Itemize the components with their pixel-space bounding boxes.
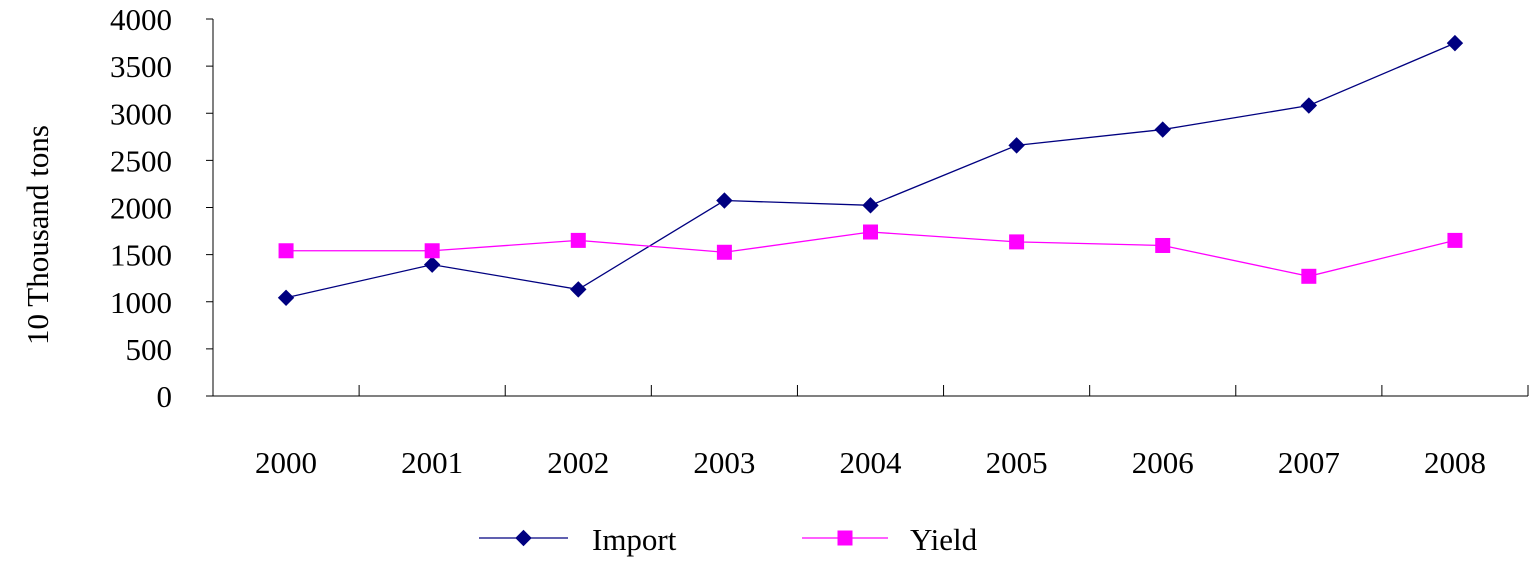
y-tick-label: 0 (157, 379, 173, 414)
x-tick-label: 2004 (840, 445, 903, 480)
data-point (570, 281, 587, 298)
y-tick-label: 4000 (110, 2, 172, 37)
data-point (863, 224, 878, 240)
x-tick-label: 2001 (401, 445, 463, 480)
data-point (1300, 97, 1318, 114)
y-tick-label: 2000 (110, 191, 172, 226)
y-tick-label: 1500 (110, 238, 172, 273)
legend-marker (837, 530, 853, 546)
legend-marker (515, 529, 532, 547)
data-point (277, 289, 295, 306)
data-point (423, 256, 441, 273)
y-tick-label: 3000 (110, 96, 172, 131)
y-axis-title: 10 Thousand tons (20, 125, 55, 345)
x-tick-label: 2003 (693, 445, 755, 480)
series-layer (277, 34, 1464, 306)
data-point (278, 243, 294, 259)
legend-label: Yield (910, 522, 978, 557)
x-tick-label: 2007 (1278, 445, 1340, 480)
data-point (716, 192, 733, 209)
y-tick-label: 1000 (110, 285, 172, 320)
data-point (1446, 34, 1464, 52)
legend-item-yield: Yield (802, 522, 978, 557)
data-point (1154, 121, 1171, 138)
data-point (424, 243, 440, 259)
data-point (1301, 268, 1317, 284)
x-tick-label: 2002 (547, 445, 609, 480)
legend-label: Import (592, 522, 677, 557)
y-axis-ticks: 0 500 1000 1500 2000 2500 3000 3500 4000 (110, 2, 213, 414)
data-point (1447, 232, 1463, 248)
x-axis-ticks: 2000 2001 2002 2003 2004 2005 2006 2007 2008 (212, 385, 1529, 480)
series-yield (278, 224, 1463, 284)
x-tick-label: 2000 (255, 445, 317, 480)
y-tick-label: 500 (126, 332, 173, 367)
data-point (570, 232, 586, 248)
y-tick-label: 3500 (110, 49, 172, 84)
data-point (862, 197, 879, 214)
data-point (1009, 234, 1025, 250)
x-tick-label: 2006 (1132, 445, 1194, 480)
x-tick-label: 2008 (1424, 445, 1486, 480)
y-axis-title-group: 10 Thousand tons (20, 125, 55, 345)
data-point (716, 244, 732, 260)
legend: Import Yield (479, 522, 978, 557)
series-import (277, 34, 1464, 306)
y-tick-label: 2500 (110, 143, 172, 178)
data-point (1008, 137, 1025, 154)
legend-item-import: Import (479, 522, 677, 557)
series-line (285, 42, 1456, 299)
data-point (1155, 237, 1171, 253)
x-tick-label: 2005 (986, 445, 1048, 480)
